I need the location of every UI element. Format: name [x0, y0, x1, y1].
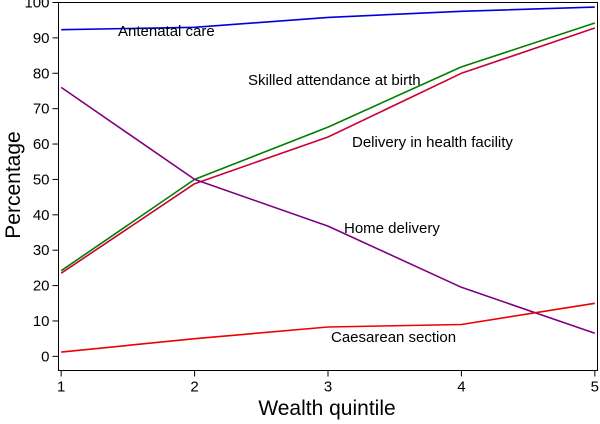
series-line-caesarean-section: [61, 302, 595, 353]
y-tick-label: 20: [33, 278, 50, 295]
series-label-caesarean-section: Caesarean section: [331, 329, 456, 346]
x-tick-label: 2: [190, 379, 198, 396]
y-tick-label: 50: [33, 171, 50, 188]
y-tick-label: 60: [33, 136, 50, 153]
series-label-skilled-attendance: Skilled attendance at birth: [248, 72, 421, 89]
y-tick-label: 70: [33, 101, 50, 118]
x-axis: 1 2 3 4 5: [57, 370, 599, 396]
y-axis-title: Percentage: [2, 131, 25, 238]
x-tick-label: 3: [324, 379, 332, 396]
series-lines: [60, 6, 596, 353]
y-axis: 0 10 20 30 40 50 60 70 80 90 100: [24, 0, 59, 365]
series-line-skilled-attendance: [60, 22, 596, 272]
series-line-antenatal-care: [61, 6, 595, 31]
x-tick-label: 4: [457, 379, 465, 396]
series-label-antenatal-care: Antenatal care: [118, 23, 215, 40]
y-tick-label: 90: [33, 30, 50, 47]
series-labels: Antenatal care Skilled attendance at bir…: [118, 23, 513, 346]
y-tick-label: 0: [41, 348, 49, 365]
x-tick-label: 1: [57, 379, 65, 396]
y-tick-label: 80: [33, 65, 50, 82]
series-line-home-delivery: [60, 86, 596, 335]
y-tick-label: 40: [33, 207, 50, 224]
x-tick-label: 5: [591, 379, 599, 396]
series-line-delivery-in-health-facility: [60, 27, 596, 274]
x-axis-title: Wealth quintile: [258, 397, 395, 420]
series-label-home-delivery: Home delivery: [344, 220, 440, 237]
y-tick-label: 10: [33, 313, 50, 330]
y-tick-label: 100: [24, 0, 49, 12]
y-tick-label: 30: [33, 242, 50, 259]
series-label-delivery-in-health-facility: Delivery in health facility: [352, 134, 513, 151]
